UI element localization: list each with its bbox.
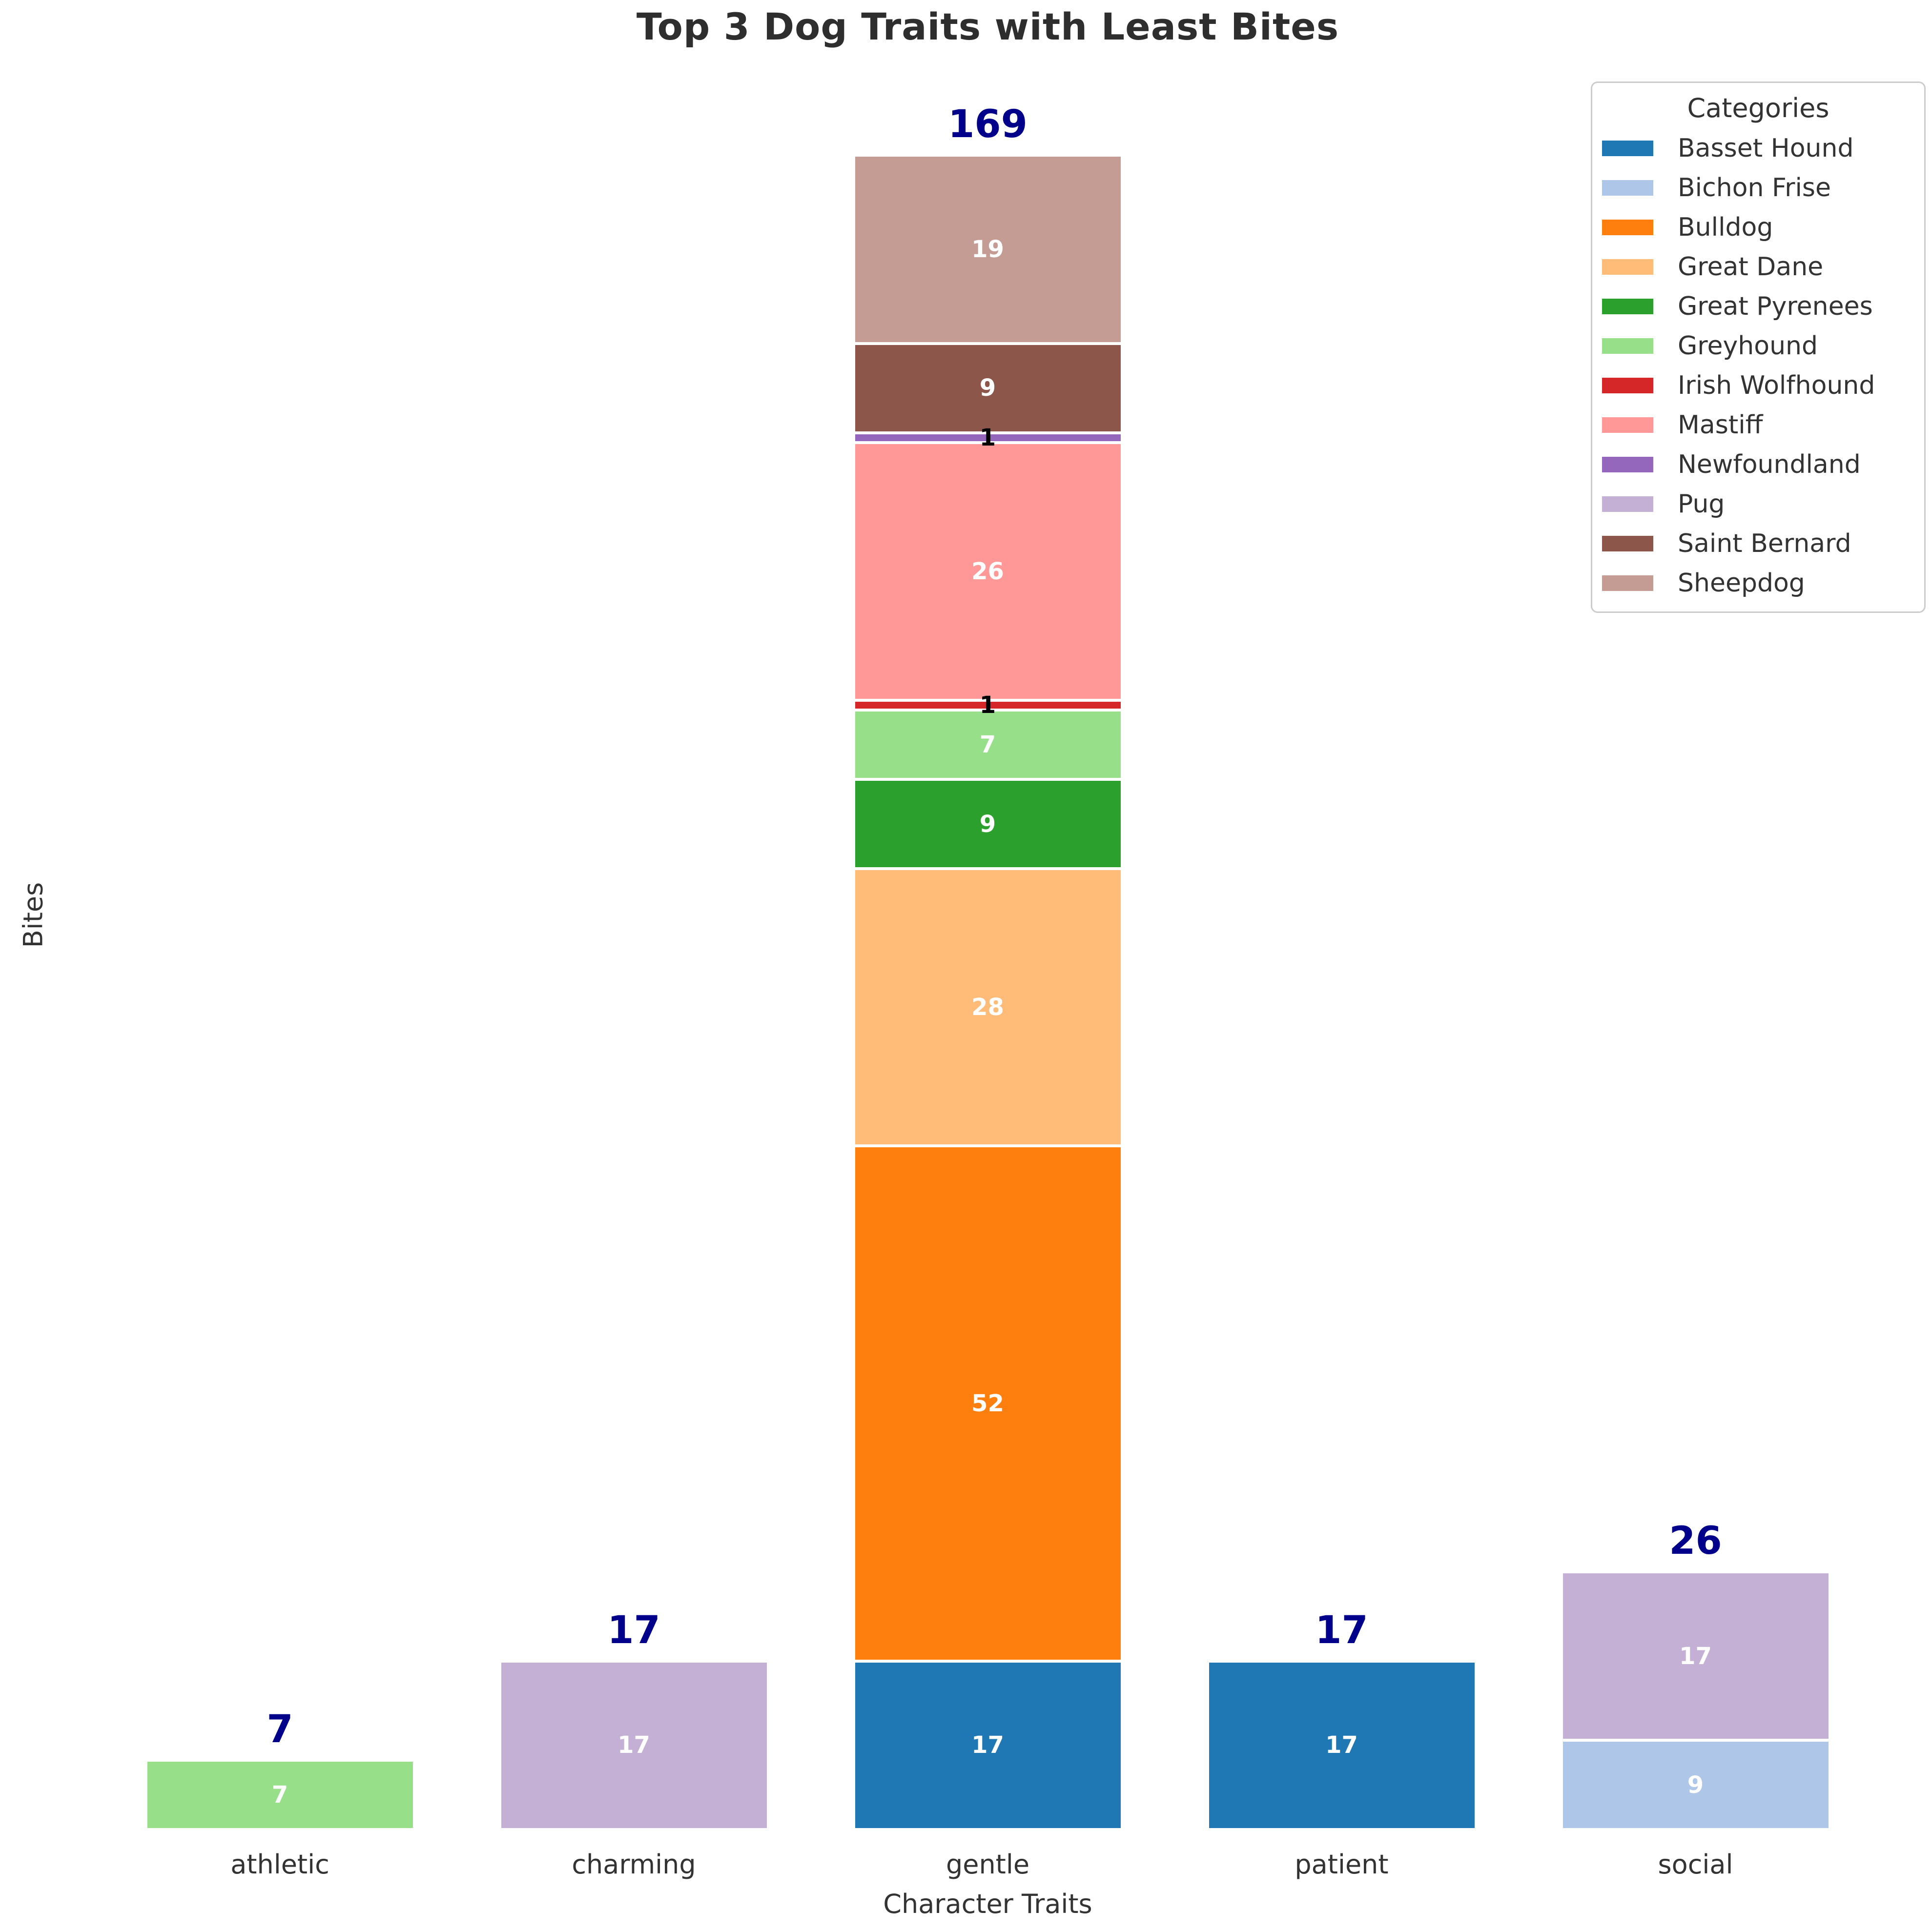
legend-item: Greyhound [1602, 326, 1914, 366]
stacked-bar: 17 17 [499, 1608, 768, 1830]
legend-swatch-icon [1602, 140, 1653, 156]
legend: Categories Basset Hound Bichon Frise Bulld… [1591, 81, 1926, 613]
legend-label: Saint Bernard [1678, 529, 1851, 558]
bar-segment: 7 [145, 1760, 414, 1830]
segment-value-label: 28 [971, 994, 1004, 1021]
bar-total-label: 7 [267, 1707, 293, 1751]
bar-total-label: 26 [1669, 1519, 1722, 1564]
bar-segment: 17 [853, 1661, 1122, 1830]
stacked-bar: 17 17 [1207, 1608, 1476, 1830]
x-tick-label: social [1658, 1849, 1733, 1880]
legend-item: Saint Bernard [1602, 524, 1914, 563]
segment-value-label: 17 [1325, 1731, 1358, 1759]
legend-label: Greyhound [1678, 331, 1818, 361]
segment-value-label: 1 [979, 691, 996, 719]
stacked-bar: 9 17 26 [1561, 1519, 1830, 1830]
bar-segment: 9 [1561, 1740, 1830, 1830]
bar-total-label: 17 [1315, 1608, 1368, 1652]
legend-item: Pug [1602, 484, 1914, 524]
segment-value-label: 9 [979, 810, 996, 838]
legend-swatch-icon [1602, 338, 1653, 354]
bar-segment: 17 [1561, 1572, 1830, 1741]
legend-title: Categories [1687, 93, 1829, 123]
segment-value-label: 7 [271, 1781, 288, 1809]
stacked-bar: 17 52 28 9 7 1 26 1 9 19 169 [853, 102, 1122, 1830]
bar-column-social: 9 17 26 social [1519, 0, 1872, 1880]
legend-swatch-icon [1602, 535, 1653, 551]
bar-segment: 17 [499, 1661, 768, 1830]
segment-value-label: 26 [971, 557, 1004, 585]
legend-item: Bulldog [1602, 207, 1914, 247]
legend-label: Bichon Frise [1678, 173, 1831, 203]
legend-swatch-icon [1602, 219, 1653, 235]
legend-item: Irish Wolfhound [1602, 366, 1914, 405]
y-axis-label: Bites [18, 882, 49, 948]
segment-value-label: 1 [979, 424, 996, 451]
bar-segment: 9 [853, 779, 1122, 869]
legend-item: Sheepdog [1602, 563, 1914, 603]
legend-label: Sheepdog [1678, 568, 1805, 598]
segment-value-label: 19 [971, 236, 1004, 264]
legend-swatch-icon [1602, 180, 1653, 196]
plot-area: 7 7 athletic 17 17 charming 17 52 28 9 7 1 26 1 9 19 169… [103, 0, 1872, 1880]
legend-label: Mastiff [1678, 410, 1763, 440]
bar-column-gentle: 17 52 28 9 7 1 26 1 9 19 169 gentle [811, 0, 1165, 1880]
bar-column-athletic: 7 7 athletic [103, 0, 457, 1880]
segment-value-label: 52 [971, 1390, 1004, 1418]
legend-swatch-icon [1602, 575, 1653, 591]
bar-segment: 19 [853, 155, 1122, 344]
segment-value-label: 7 [979, 731, 996, 759]
bar-column-patient: 17 17 patient [1165, 0, 1519, 1880]
legend-entries: Basset Hound Bichon Frise Bulldog Great Dan… [1602, 128, 1914, 603]
legend-swatch-icon [1602, 417, 1653, 433]
legend-label: Great Dane [1678, 252, 1824, 282]
segment-value-label: 9 [979, 374, 996, 402]
segment-value-label: 17 [1679, 1642, 1712, 1670]
x-tick-label: patient [1295, 1849, 1389, 1880]
bar-column-charming: 17 17 charming [457, 0, 811, 1880]
x-tick-label: charming [572, 1849, 696, 1880]
bar-segment: 9 [853, 344, 1122, 433]
legend-swatch-icon [1602, 298, 1653, 314]
legend-label: Basset Hound [1678, 133, 1854, 163]
bar-segment: 1 [853, 426, 1122, 449]
legend-label: Bulldog [1678, 212, 1773, 242]
segment-value-label: 17 [971, 1731, 1004, 1759]
bar-segment: 7 [853, 710, 1122, 780]
chart-title: Top 3 Dog Traits with Least Bites [636, 5, 1339, 48]
bar-segment: 28 [853, 868, 1122, 1146]
legend-label: Newfoundland [1678, 449, 1861, 479]
legend-item: Great Dane [1602, 247, 1914, 286]
legend-item: Great Pyrenees [1602, 286, 1914, 326]
legend-item: Mastiff [1602, 405, 1914, 445]
legend-label: Irish Wolfhound [1678, 370, 1875, 400]
bar-segment: 1 [853, 693, 1122, 717]
legend-item: Basset Hound [1602, 128, 1914, 168]
legend-swatch-icon [1602, 377, 1653, 393]
legend-label: Pug [1678, 489, 1725, 519]
bar-total-label: 169 [948, 102, 1028, 147]
legend-label: Great Pyrenees [1678, 291, 1873, 321]
legend-swatch-icon [1602, 456, 1653, 472]
bar-segment: 17 [1207, 1661, 1476, 1830]
legend-item: Newfoundland [1602, 445, 1914, 484]
segment-value-label: 17 [617, 1731, 650, 1759]
x-tick-label: athletic [230, 1849, 329, 1880]
bar-segment: 52 [853, 1146, 1122, 1661]
bar-segment: 26 [853, 443, 1122, 700]
bar-total-label: 17 [607, 1608, 660, 1652]
legend-item: Bichon Frise [1602, 168, 1914, 207]
legend-swatch-icon [1602, 496, 1653, 512]
x-tick-label: gentle [945, 1849, 1030, 1880]
legend-swatch-icon [1602, 259, 1653, 275]
segment-value-label: 9 [1687, 1771, 1704, 1799]
x-axis-label: Character Traits [883, 1889, 1092, 1919]
